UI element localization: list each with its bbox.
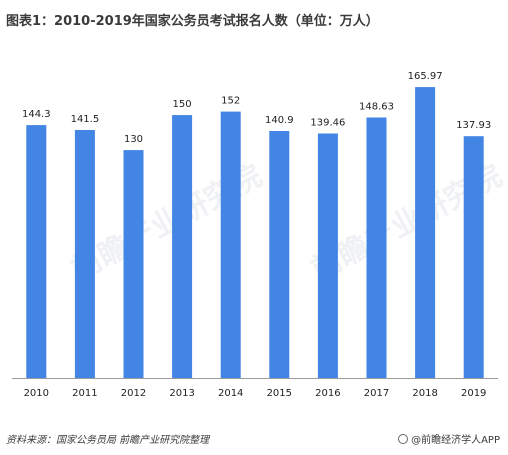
source-note: 资料来源：国家公务员局 前瞻产业研究院整理 — [6, 435, 210, 446]
value-label-2014: 152 — [221, 96, 240, 107]
x-tick-2010: 2010 — [24, 388, 49, 399]
bar-2012 — [123, 150, 144, 378]
value-label-2010: 144.3 — [22, 109, 51, 120]
x-tick-2015: 2015 — [267, 388, 292, 399]
bar-2018 — [415, 87, 436, 378]
bar-chart: 144.3 2010 141.5 2011 130 2012 150 2013 152 2014 1… — [12, 71, 498, 399]
value-label-2017: 148.63 — [359, 102, 394, 113]
bar-2015 — [269, 131, 290, 378]
value-label-2011: 141.5 — [71, 114, 100, 125]
x-tick-2012: 2012 — [121, 388, 146, 399]
x-tick-2018: 2018 — [412, 388, 437, 399]
value-label-2013: 150 — [173, 99, 192, 110]
x-tick-2011: 2011 — [72, 388, 97, 399]
brand-icon — [398, 434, 409, 444]
x-tick-2019: 2019 — [461, 388, 486, 399]
value-label-2016: 139.46 — [310, 118, 345, 129]
bar-2011 — [74, 130, 95, 378]
bar-2017 — [366, 117, 387, 378]
x-tick-2014: 2014 — [218, 388, 243, 399]
value-label-2018: 165.97 — [408, 71, 443, 82]
value-label-2019: 137.93 — [456, 120, 491, 131]
brand-note: @前瞻经济学人APP — [398, 431, 500, 446]
x-tick-2016: 2016 — [315, 388, 340, 399]
bar-2019 — [463, 136, 484, 378]
x-tick-2013: 2013 — [169, 388, 194, 399]
chart-area: 前瞻产业研究院 前瞻产业研究院 144.3 2010 141.5 2011 130 201… — [0, 48, 508, 404]
bar-2010 — [26, 125, 47, 378]
chart-title: 图表1：2010-2019年国家公务员考试报名人数（单位：万人） — [6, 14, 379, 29]
bar-2013 — [172, 115, 193, 378]
x-tick-2017: 2017 — [364, 388, 389, 399]
value-label-2012: 130 — [124, 134, 143, 145]
value-label-2015: 140.9 — [265, 115, 294, 126]
bar-2014 — [220, 111, 241, 378]
bar-2016 — [317, 133, 338, 378]
brand-text: @前瞻经济学人APP — [411, 435, 500, 446]
